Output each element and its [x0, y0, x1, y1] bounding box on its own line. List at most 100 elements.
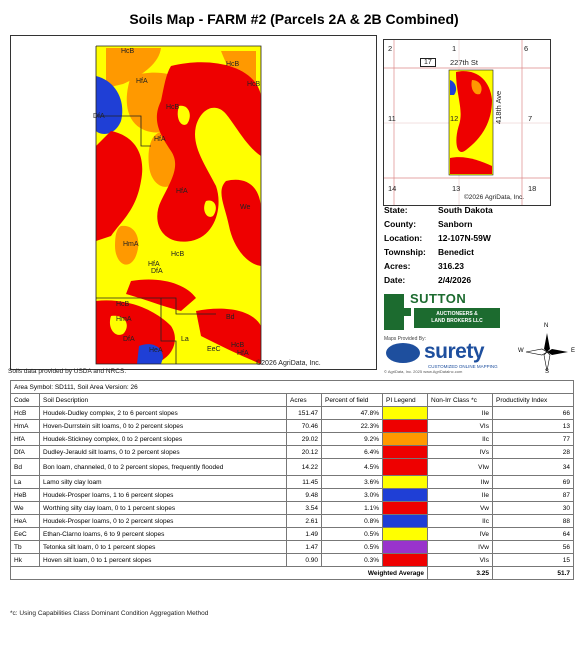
info-value: 12-107N-59W — [438, 233, 491, 243]
soil-acres: 1.49 — [286, 527, 322, 541]
weighted-average-label: Weighted Average — [10, 566, 428, 580]
map-soil-label: HcB — [116, 301, 130, 308]
col-header: Percent of field — [321, 393, 383, 407]
info-row: State: South Dakota — [384, 205, 493, 219]
info-key: State: — [384, 205, 408, 215]
table-row: HmA Hoven-Durrstein silt loams, 0 to 2 pe… — [10, 419, 574, 433]
col-header: Soil Description — [39, 393, 287, 407]
soil-percent: 0.3% — [321, 553, 383, 567]
soil-code: HfA — [10, 432, 40, 446]
soil-class: IVe — [427, 527, 493, 541]
map-copyright: ©2026 AgriData, Inc. — [256, 360, 321, 367]
map-soil-label: HmA — [116, 316, 132, 323]
info-row: Township: Benedict — [384, 247, 493, 261]
sutton-logo-text: SUTTON — [410, 291, 467, 306]
table-row: HeB Houdek-Prosper loams, 1 to 6 percent … — [10, 488, 574, 502]
soil-code: Hk — [10, 553, 40, 567]
pi-legend-swatch — [382, 406, 428, 420]
soil-productivity-index: 30 — [492, 501, 574, 515]
soil-code: Bd — [10, 458, 40, 476]
locator-section-number: 11 — [388, 114, 396, 123]
soil-code: EeC — [10, 527, 40, 541]
soil-productivity-index: 77 — [492, 432, 574, 446]
col-header: Productivity Index — [492, 393, 574, 407]
soil-code: We — [10, 501, 40, 515]
soil-acres: 2.61 — [286, 514, 322, 528]
soil-class: VIw — [427, 458, 493, 476]
locator-map-graphic — [384, 40, 550, 205]
info-row: Acres: 316.23 — [384, 261, 493, 275]
pi-legend-swatch — [382, 419, 428, 433]
soil-description: Hoven silt loam, 0 to 1 percent slopes — [39, 553, 287, 567]
maps-provided-by: Maps Provided By: — [384, 336, 426, 342]
soil-code: HeB — [10, 488, 40, 502]
sutton-subtitle-line: LAND BROKERS LLC — [431, 318, 483, 324]
compass-n: N — [544, 323, 549, 329]
locator-section-number: 7 — [528, 114, 533, 123]
compass-s: S — [545, 369, 550, 375]
col-header: Code — [10, 393, 40, 407]
pi-legend-swatch — [382, 553, 428, 567]
soil-percent: 22.3% — [321, 419, 383, 433]
soil-productivity-index: 88 — [492, 514, 574, 528]
soils-table: Area Symbol: SD111, Soil Area Version: 2… — [10, 380, 574, 580]
soil-class: IVs — [427, 445, 493, 459]
locator-map[interactable]: 2 1 6 11 12 7 14 13 18 17 227th St 418th… — [383, 39, 551, 206]
soil-acres: 70.46 — [286, 419, 322, 433]
soil-percent: 47.8% — [321, 406, 383, 420]
pi-legend-swatch — [382, 488, 428, 502]
pi-legend-swatch — [382, 540, 428, 554]
soil-productivity-index: 66 — [492, 406, 574, 420]
info-key: Location: — [384, 233, 423, 243]
soil-description: Houdek-Dudley complex, 2 to 6 percent sl… — [39, 406, 287, 420]
table-row: DfA Dudley-Jerauld silt loams, 0 to 2 per… — [10, 445, 574, 459]
map-soil-label: DfA — [123, 336, 135, 343]
soil-percent: 0.5% — [321, 540, 383, 554]
map-soil-label: EeC — [207, 346, 221, 353]
info-value: 316.23 — [438, 261, 464, 271]
soil-acres: 1.47 — [286, 540, 322, 554]
compass-rose-icon: N S W E — [518, 323, 576, 375]
soil-description: Tetonka silt loam, 0 to 1 percent slopes — [39, 540, 287, 554]
soil-percent: 3.0% — [321, 488, 383, 502]
data-source-note: Soils data provided by USDA and NRCS. — [8, 368, 127, 375]
info-key: Date: — [384, 275, 406, 285]
surety-copyright: © AgriData, Inc. 2025 www.AgriDataInc.co… — [384, 369, 463, 374]
locator-section-number: 6 — [524, 44, 529, 53]
pi-legend-swatch — [382, 432, 428, 446]
pi-legend-swatch — [382, 475, 428, 489]
sutton-logo-subtitle: AUCTIONEERS & LAND BROKERS LLC — [414, 308, 500, 328]
soil-description: Worthing silty clay loam, 0 to 1 percent… — [39, 501, 287, 515]
footnote: *c: Using Capabilities Class Dominant Co… — [10, 610, 209, 617]
locator-section-number: 13 — [452, 184, 461, 193]
soil-code: La — [10, 475, 40, 489]
soil-acres: 11.45 — [286, 475, 322, 489]
soil-class: VIs — [427, 419, 493, 433]
map-soil-label: HfA — [136, 78, 148, 85]
table-row: Bd Bon loam, channeled, 0 to 2 percent sl… — [10, 458, 574, 476]
soils-map[interactable]: HcB HcB HfA HcB HfA DfA HcB HfA HmA HfA … — [10, 35, 377, 370]
soil-productivity-index: 64 — [492, 527, 574, 541]
soil-class: IIc — [427, 514, 493, 528]
info-value: Benedict — [438, 247, 474, 257]
soil-description: Houdek-Stickney complex, 0 to 2 percent … — [39, 432, 287, 446]
locator-section-number: 2 — [388, 44, 393, 53]
info-key: Township: — [384, 247, 426, 257]
soil-acres: 151.47 — [286, 406, 322, 420]
locator-section-number: 12 — [450, 114, 459, 123]
info-value: Sanborn — [438, 219, 473, 229]
soil-productivity-index: 34 — [492, 458, 574, 476]
surety-logo-text: surety — [424, 340, 485, 363]
locator-section-number: 14 — [388, 184, 397, 193]
locator-copyright: ©2026 AgriData, Inc. — [464, 194, 525, 201]
weighted-class: 3.25 — [427, 566, 493, 580]
soil-class: VIs — [427, 553, 493, 567]
soil-percent: 0.5% — [321, 527, 383, 541]
map-soil-label: HmA — [123, 241, 139, 248]
table-row: Tb Tetonka silt loam, 0 to 1 percent slop… — [10, 540, 574, 554]
pi-legend-swatch — [382, 527, 428, 541]
soil-code: DfA — [10, 445, 40, 459]
soil-class: IIe — [427, 488, 493, 502]
soil-productivity-index: 15 — [492, 553, 574, 567]
area-symbol: Area Symbol: SD111, Soil Area Version: 2… — [10, 380, 574, 394]
